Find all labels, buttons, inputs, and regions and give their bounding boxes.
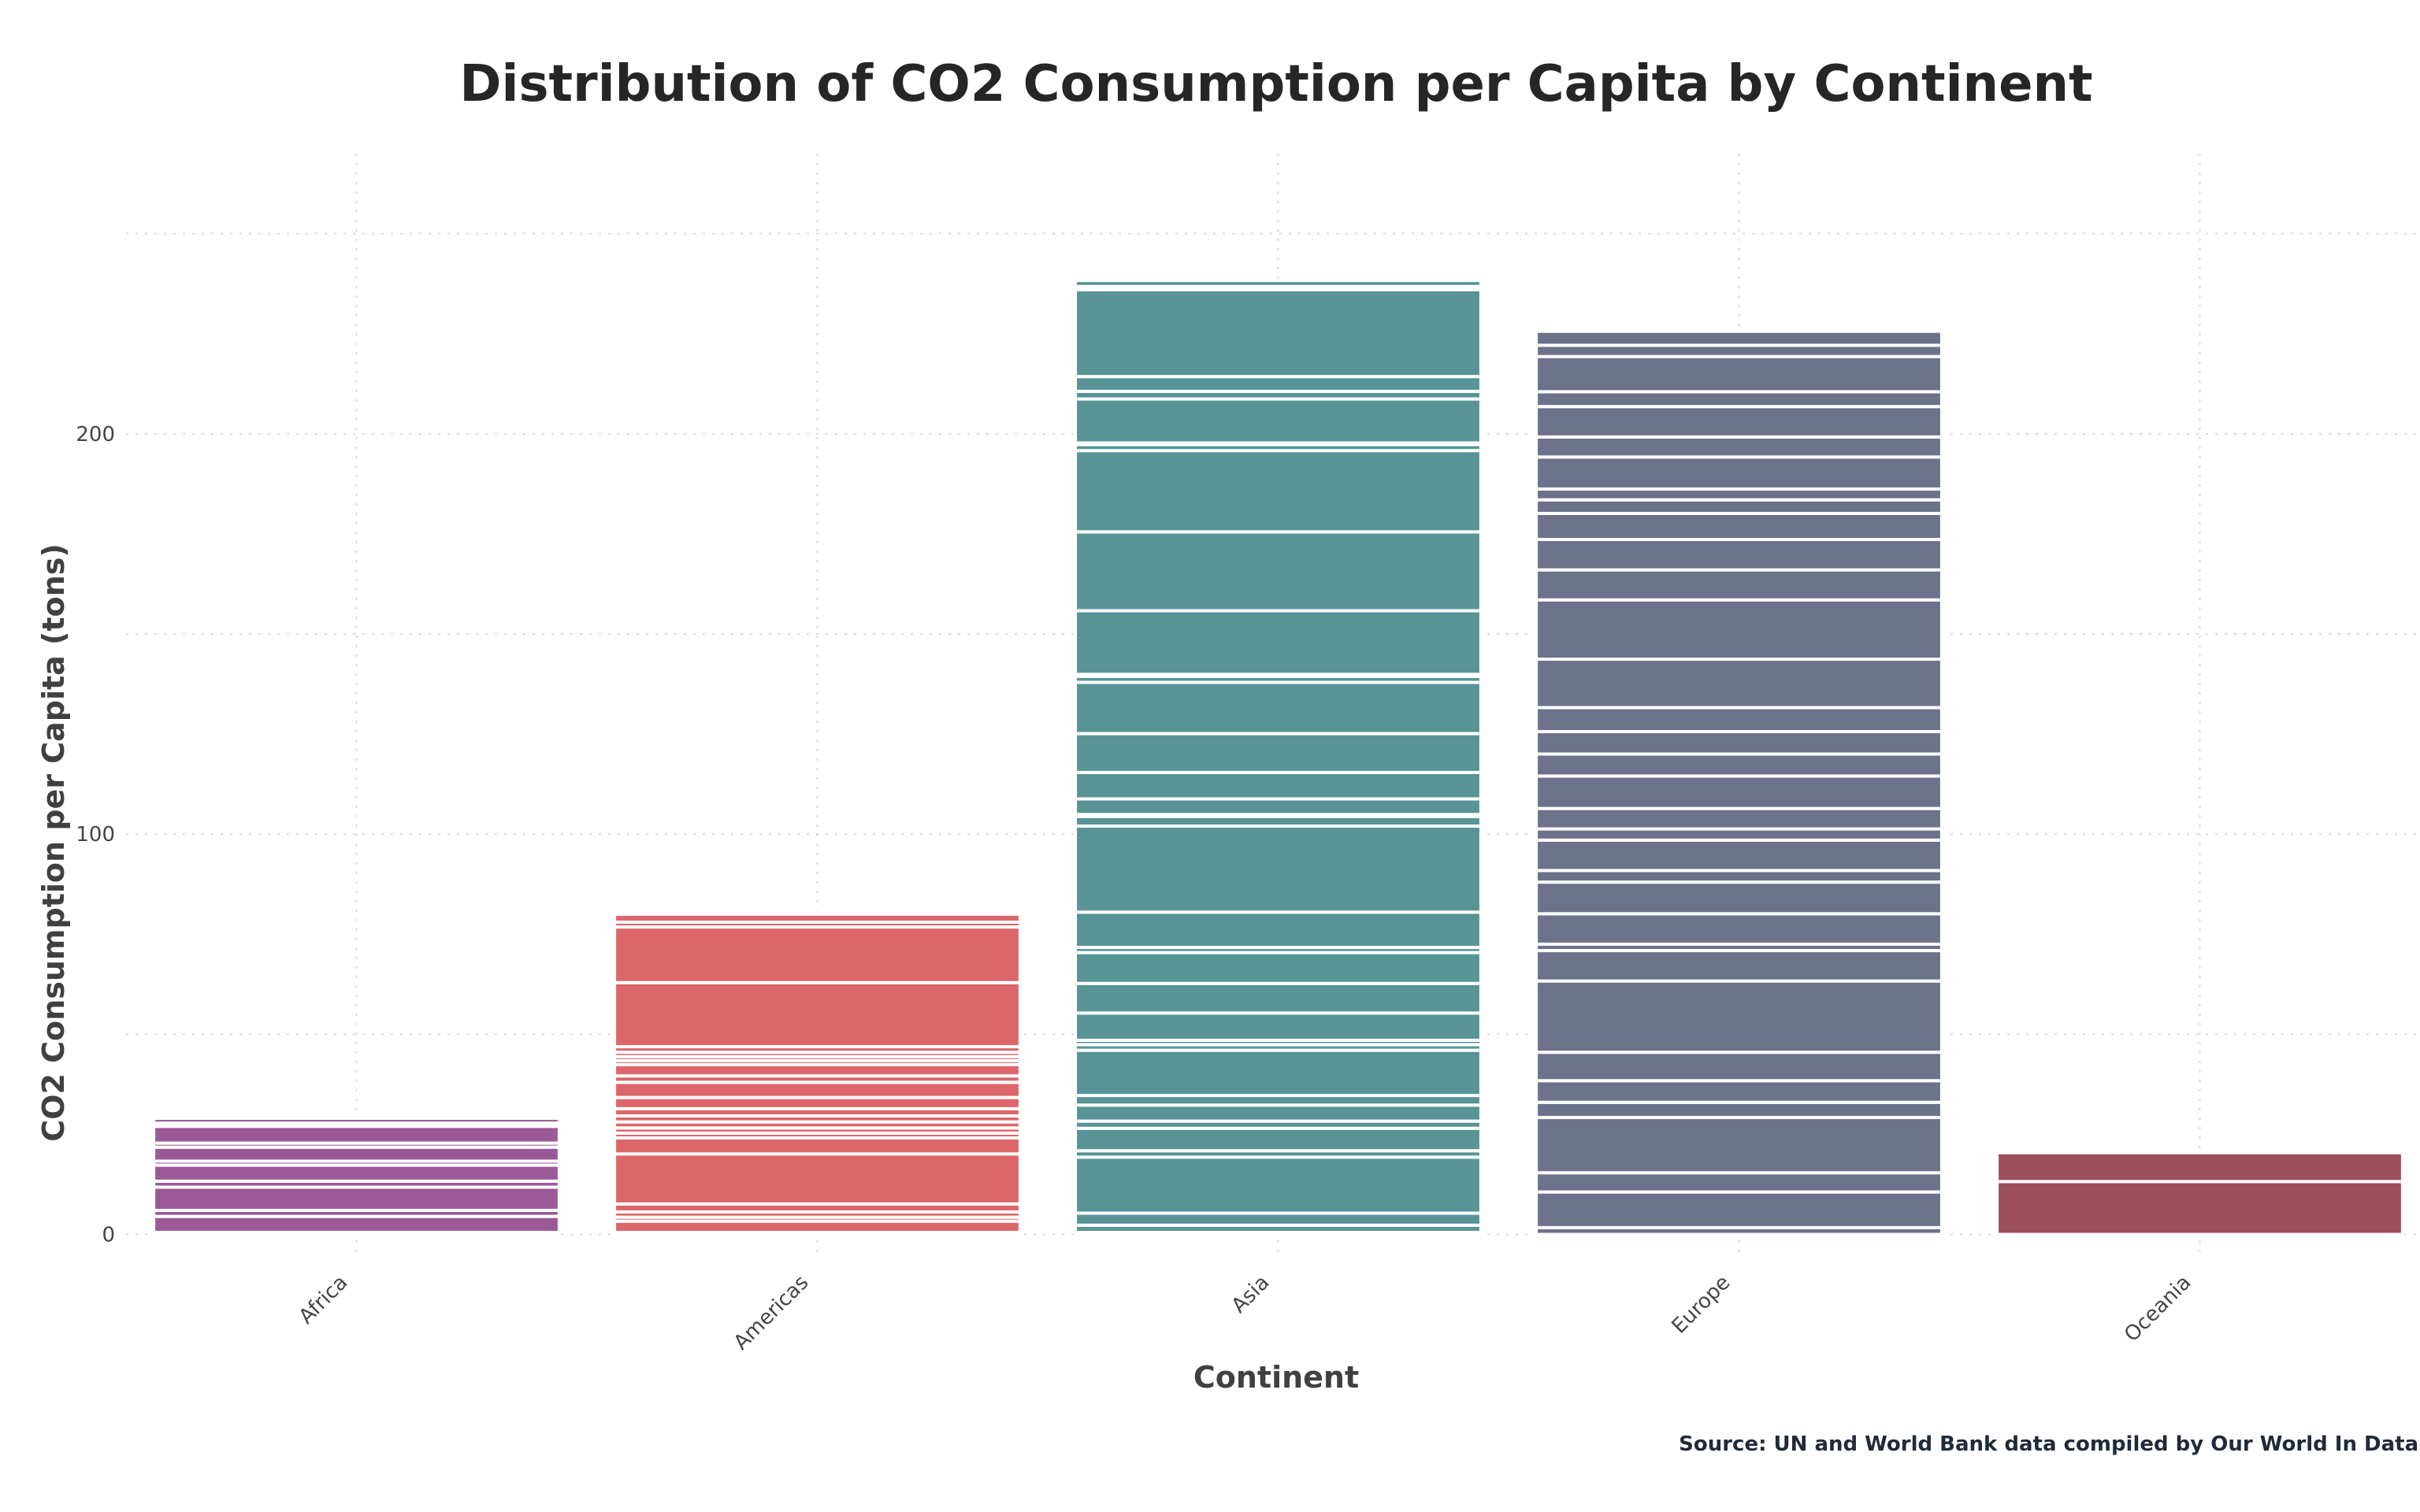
bar-segment-americas <box>613 1080 1022 1099</box>
bar-segment-europe <box>1535 1116 1943 1175</box>
bar-segment-asia <box>1074 1211 1483 1227</box>
bar-segment-asia <box>1074 279 1483 288</box>
y-tick-label: 0 <box>102 1224 115 1247</box>
bar-segment-asia <box>1074 981 1483 1015</box>
bar-segment-europe <box>1535 498 1943 515</box>
bar-segment-europe <box>1535 1079 1943 1104</box>
bar-segment-europe <box>1535 979 1943 1054</box>
bar-segment-asia <box>1074 449 1483 534</box>
x-tick-label: Americas <box>729 1271 814 1355</box>
bar-segment-asia <box>1074 609 1483 676</box>
bars <box>152 279 2404 1236</box>
bar-segment-asia <box>1074 1155 1483 1215</box>
bar-segment-americas <box>613 1136 1022 1156</box>
y-ticks: 0 100 200 <box>76 423 115 1247</box>
bar-segment-oceania <box>1995 1151 2404 1184</box>
bar-segment-europe <box>1535 405 1943 439</box>
bar-segment-asia <box>1074 1126 1483 1153</box>
bar-segment-africa <box>152 1117 561 1125</box>
bar-segment-africa <box>152 1163 561 1183</box>
bar-segment-europe <box>1535 487 1943 502</box>
chart-title: Distribution of CO2 Consumption per Capi… <box>459 55 2092 113</box>
bar-segment-asia <box>1074 825 1483 914</box>
bar-segment-europe <box>1535 827 1943 842</box>
bar-segment-europe <box>1535 455 1943 491</box>
bar-segment-americas <box>613 910 1022 916</box>
y-tick-label: 100 <box>76 823 115 847</box>
bar-segment-europe <box>1535 706 1943 734</box>
bar-segment-europe <box>1535 1190 1943 1229</box>
bar-segment-europe <box>1535 1171 1943 1194</box>
y-axis-title: CO2 Consumption per Capita (tons) <box>36 543 71 1141</box>
bar-segment-europe <box>1535 390 1943 409</box>
bar-segment-europe <box>1535 730 1943 756</box>
bar-segment-americas <box>613 925 1022 984</box>
bar-segment-europe <box>1535 538 1943 572</box>
bar-segment-asia <box>1074 797 1483 817</box>
bar-segment-asia <box>1074 680 1483 736</box>
bar-segment-europe <box>1535 774 1943 810</box>
bar-segment-europe <box>1535 598 1943 662</box>
x-tick-label: Africa <box>295 1271 353 1329</box>
bar-segment-americas <box>613 980 1022 1049</box>
bar-segment-asia <box>1074 1048 1483 1098</box>
bar-segment-europe <box>1535 1100 1943 1120</box>
bar-segment-asia <box>1074 375 1483 393</box>
bar-segment-europe <box>1535 880 1943 916</box>
bar-segment-americas <box>613 1152 1022 1206</box>
bar-segment-asia <box>1074 1011 1483 1042</box>
bar-segment-asia <box>1074 530 1483 613</box>
bar-segment-europe <box>1535 838 1943 873</box>
bar-segment-europe <box>1535 806 1943 831</box>
x-tick-label: Europe <box>1668 1271 1735 1339</box>
bar-segment-asia <box>1074 397 1483 445</box>
bar-segment-europe <box>1535 343 1943 358</box>
x-axis-title: Continent <box>1193 1360 1359 1395</box>
bar-segment-americas <box>613 1095 1022 1110</box>
bar-segment-europe <box>1535 912 1943 946</box>
x-tick-label: Oceania <box>2120 1271 2195 1347</box>
x-tick-label: Asia <box>1227 1271 1275 1318</box>
source-note: Source: UN and World Bank data compiled … <box>1679 1432 2420 1456</box>
bar-segment-europe <box>1535 752 1943 778</box>
bar-segment-europe <box>1535 511 1943 542</box>
bar-segment-africa <box>152 1185 561 1213</box>
bar-segment-americas <box>613 1062 1022 1078</box>
bar-segment-europe <box>1535 1051 1943 1083</box>
bar-segment-asia <box>1074 287 1483 379</box>
x-ticks: Africa Americas Asia Europe Oceania <box>295 1271 2196 1355</box>
bar-segment-asia <box>1074 910 1483 950</box>
bar-segment-europe <box>1535 658 1943 710</box>
bar-segment-europe <box>1535 435 1943 459</box>
bar-segment-asia <box>1074 732 1483 774</box>
bar-segment-asia <box>1074 1103 1483 1123</box>
bar-segment-oceania <box>1995 1180 2404 1236</box>
bar-segment-europe <box>1535 869 1943 884</box>
y-tick-label: 200 <box>76 423 115 447</box>
bar-segment-asia <box>1074 951 1483 985</box>
bar-segment-africa <box>152 1214 561 1234</box>
bar-segment-europe <box>1535 568 1943 602</box>
bar-segment-europe <box>1535 354 1943 394</box>
bar-segment-asia <box>1074 770 1483 801</box>
bar-segment-africa <box>152 1125 561 1145</box>
bar-segment-americas <box>613 1219 1022 1234</box>
bar-segment-africa <box>152 1145 561 1163</box>
bar-segment-europe <box>1535 329 1943 347</box>
bar-segment-europe <box>1535 949 1943 983</box>
